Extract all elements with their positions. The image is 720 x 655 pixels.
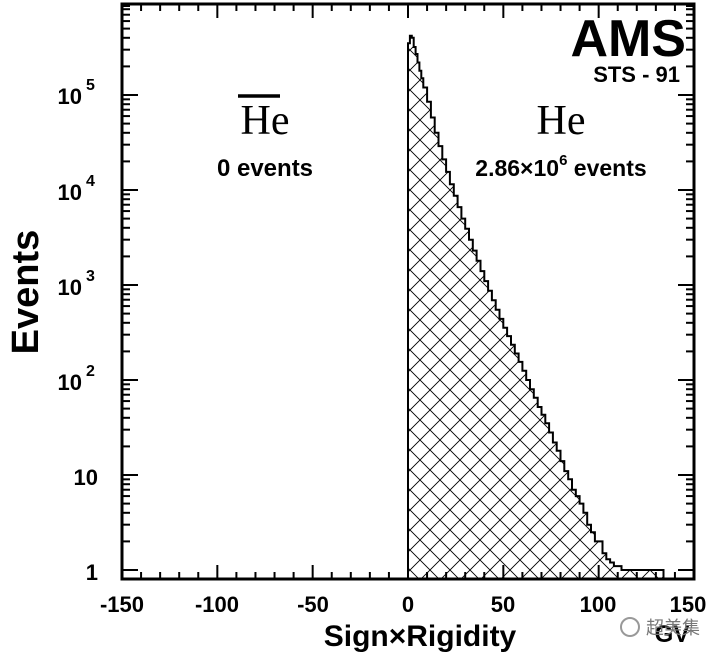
experiment-logo: AMS	[570, 10, 686, 68]
y-tick-label: 10	[74, 465, 98, 490]
x-axis-title: Sign×Rigidity	[324, 620, 517, 653]
antihelium-symbol: He	[241, 98, 290, 144]
y-axis-ticks	[122, 5, 694, 571]
x-tick-label: 100	[580, 592, 617, 617]
x-tick-label: -100	[195, 592, 239, 617]
y-tick-label: 10	[58, 370, 82, 395]
helium-histogram-outline	[407, 34, 665, 579]
y-tick-label: 10	[58, 275, 82, 300]
x-tick-label: 150	[670, 592, 707, 617]
y-tick-exponent: 5	[86, 77, 95, 94]
watermark-text: 超美集	[646, 618, 700, 639]
y-tick-labels: 1 10 10 2 10 3 10 4 10 5	[58, 77, 98, 585]
x-axis-unit-fragment: GV	[655, 621, 690, 648]
x-tick-label: -50	[297, 592, 329, 617]
x-tick-labels: -150 -100 -50 0 50 100 150	[100, 592, 706, 617]
mission-label: STS - 91	[593, 62, 680, 87]
y-tick-label: 10	[58, 84, 82, 109]
antihelium-events: 0 events	[217, 155, 313, 182]
helium-symbol: He	[537, 98, 586, 144]
watermark-icon	[620, 617, 640, 637]
y-tick-exponent: 3	[86, 268, 95, 285]
y-axis-title: Events	[5, 230, 47, 355]
helium-events: 2.86×106 events	[475, 152, 646, 181]
y-tick-label: 1	[86, 560, 98, 585]
watermark: 超美集	[620, 617, 700, 639]
x-tick-label: -150	[100, 592, 144, 617]
helium-histogram-fill	[408, 35, 664, 580]
x-tick-label: 50	[491, 592, 515, 617]
x-tick-label: 0	[402, 592, 414, 617]
y-tick-exponent: 2	[86, 363, 95, 380]
x-axis-ticks	[121, 4, 695, 579]
y-tick-label: 10	[58, 180, 82, 205]
y-tick-exponent: 4	[86, 173, 95, 190]
